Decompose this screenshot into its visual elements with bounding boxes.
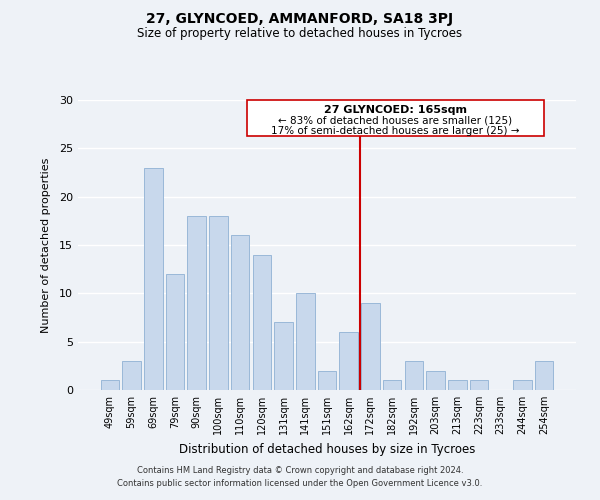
FancyBboxPatch shape — [247, 100, 544, 136]
Bar — [318, 370, 336, 390]
Bar — [361, 303, 380, 390]
Bar — [274, 322, 293, 390]
Bar — [340, 332, 358, 390]
Bar — [187, 216, 206, 390]
Bar — [144, 168, 163, 390]
Bar — [296, 294, 314, 390]
Bar — [513, 380, 532, 390]
X-axis label: Distribution of detached houses by size in Tycroes: Distribution of detached houses by size … — [179, 442, 475, 456]
Bar — [535, 361, 553, 390]
Text: 17% of semi-detached houses are larger (25) →: 17% of semi-detached houses are larger (… — [271, 126, 520, 136]
Text: Size of property relative to detached houses in Tycroes: Size of property relative to detached ho… — [137, 28, 463, 40]
Text: Contains HM Land Registry data © Crown copyright and database right 2024.
Contai: Contains HM Land Registry data © Crown c… — [118, 466, 482, 487]
Bar — [404, 361, 423, 390]
Bar — [101, 380, 119, 390]
Bar — [231, 236, 250, 390]
Bar — [209, 216, 227, 390]
Bar — [448, 380, 467, 390]
Text: ← 83% of detached houses are smaller (125): ← 83% of detached houses are smaller (12… — [278, 116, 512, 126]
Text: 27 GLYNCOED: 165sqm: 27 GLYNCOED: 165sqm — [324, 105, 467, 115]
Bar — [427, 370, 445, 390]
Bar — [122, 361, 141, 390]
Bar — [383, 380, 401, 390]
Bar — [253, 254, 271, 390]
Bar — [470, 380, 488, 390]
Y-axis label: Number of detached properties: Number of detached properties — [41, 158, 50, 332]
Text: 27, GLYNCOED, AMMANFORD, SA18 3PJ: 27, GLYNCOED, AMMANFORD, SA18 3PJ — [146, 12, 454, 26]
Bar — [166, 274, 184, 390]
